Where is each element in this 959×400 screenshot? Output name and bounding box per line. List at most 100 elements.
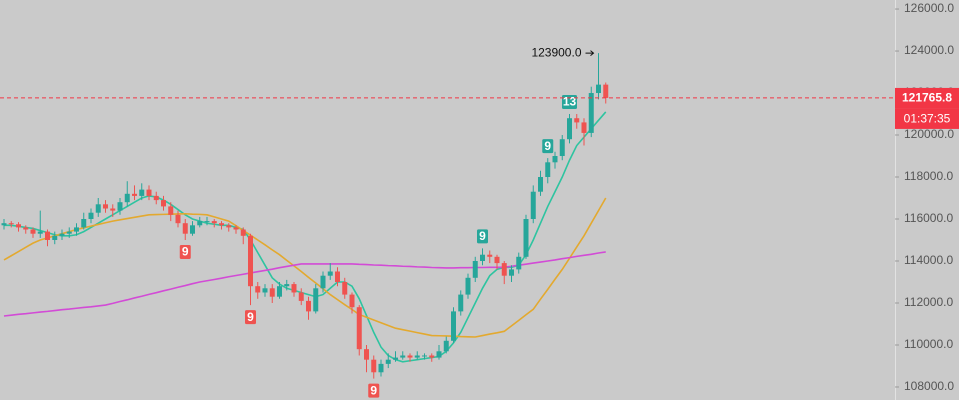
candle-body bbox=[480, 254, 485, 261]
candle-body bbox=[197, 221, 203, 226]
candle-body bbox=[248, 235, 253, 287]
last-price-box bbox=[895, 87, 959, 109]
candle-body bbox=[306, 300, 311, 312]
candle-body bbox=[523, 219, 529, 257]
candle-body bbox=[240, 229, 246, 236]
moving-average-line bbox=[3, 197, 607, 338]
candle-body bbox=[88, 212, 94, 220]
candle-body bbox=[269, 288, 275, 297]
candle-body bbox=[182, 223, 188, 234]
candle-body bbox=[545, 162, 551, 178]
candle-body bbox=[385, 359, 391, 364]
candle-body bbox=[23, 227, 29, 230]
candle-body bbox=[255, 286, 261, 293]
candle-body bbox=[465, 277, 471, 295]
y-tick-label: 114000.0 bbox=[904, 253, 953, 267]
candle-body bbox=[335, 271, 340, 282]
candle-body bbox=[509, 269, 514, 276]
candle-body bbox=[233, 227, 239, 230]
candle-body bbox=[429, 355, 435, 358]
candle-body bbox=[501, 263, 507, 276]
sequence-marker-label: 9 bbox=[247, 310, 254, 324]
sequence-marker bbox=[245, 310, 256, 325]
candle-body bbox=[204, 221, 210, 223]
candle-body bbox=[175, 214, 181, 224]
sequence-marker-label: 9 bbox=[479, 229, 486, 243]
candle-body bbox=[146, 189, 152, 196]
candle-body bbox=[81, 219, 87, 228]
candle-body bbox=[291, 284, 297, 293]
candle-body bbox=[66, 231, 72, 234]
candle-body bbox=[95, 204, 101, 213]
candle-body bbox=[443, 340, 449, 352]
candle-body bbox=[153, 195, 159, 201]
candle-body bbox=[436, 351, 442, 358]
candle-body bbox=[45, 231, 50, 240]
candle-body bbox=[16, 224, 21, 228]
candle-body bbox=[559, 139, 565, 157]
candle-body bbox=[59, 233, 65, 236]
sequence-marker bbox=[477, 229, 488, 244]
candle-body bbox=[414, 355, 420, 358]
sequence-marker bbox=[368, 383, 380, 398]
sequence-marker-label: 9 bbox=[370, 383, 377, 397]
candle-body bbox=[74, 227, 79, 232]
candle-body bbox=[567, 118, 572, 140]
candle-body bbox=[356, 307, 362, 350]
y-tick-label: 116000.0 bbox=[904, 211, 953, 225]
candle-body bbox=[552, 156, 558, 163]
candle-body bbox=[211, 221, 217, 224]
high-price-label: 123900.0 bbox=[531, 45, 581, 59]
high-price-arrow bbox=[585, 50, 595, 57]
candle-body bbox=[161, 200, 166, 207]
y-tick-label: 112000.0 bbox=[904, 295, 953, 309]
countdown-box bbox=[895, 108, 959, 129]
candle-body bbox=[320, 275, 326, 289]
candle-body bbox=[342, 281, 348, 295]
candle-body bbox=[327, 271, 333, 276]
countdown-label: 01:37:35 bbox=[904, 112, 951, 126]
sequence-marker-label: 9 bbox=[182, 245, 189, 259]
candle-body bbox=[52, 235, 58, 240]
candle-body bbox=[168, 206, 174, 215]
candle-body bbox=[472, 260, 478, 278]
candle-body bbox=[588, 93, 594, 133]
candle-body bbox=[190, 225, 195, 234]
last-price-label: 121765.8 bbox=[902, 91, 952, 105]
candle-body bbox=[451, 311, 456, 341]
candle-body bbox=[219, 223, 224, 226]
candle-body bbox=[378, 363, 384, 373]
candle-body bbox=[538, 177, 543, 192]
candle-body bbox=[30, 229, 36, 234]
candle-body bbox=[284, 284, 290, 287]
candle-body bbox=[574, 118, 580, 123]
moving-average-line bbox=[4, 111, 607, 363]
moving-average-line bbox=[3, 251, 606, 317]
sequence-marker bbox=[179, 245, 191, 259]
candle-body bbox=[117, 202, 123, 211]
candle-body bbox=[349, 294, 355, 308]
candle-body bbox=[262, 288, 268, 293]
candle-body bbox=[132, 193, 137, 196]
candle-body bbox=[8, 223, 14, 225]
y-tick-label: 124000.0 bbox=[904, 43, 954, 57]
candle-body bbox=[226, 225, 232, 228]
candle-body bbox=[1, 223, 7, 226]
candle-body bbox=[487, 254, 493, 257]
candle-body bbox=[516, 256, 522, 270]
candle-body bbox=[364, 349, 369, 360]
candle-body bbox=[530, 191, 536, 220]
y-tick-label: 108000.0 bbox=[904, 379, 954, 393]
y-tick-label: 118000.0 bbox=[904, 169, 953, 183]
candle-body bbox=[37, 231, 43, 234]
candle-body bbox=[277, 286, 282, 297]
candle-body bbox=[400, 355, 406, 358]
candle-body bbox=[458, 294, 464, 312]
y-tick-label: 110000.0 bbox=[904, 337, 953, 351]
candle-body bbox=[407, 355, 413, 358]
candle-body bbox=[422, 355, 427, 357]
candle-body bbox=[494, 256, 500, 264]
y-tick-label: 120000.0 bbox=[904, 127, 954, 141]
